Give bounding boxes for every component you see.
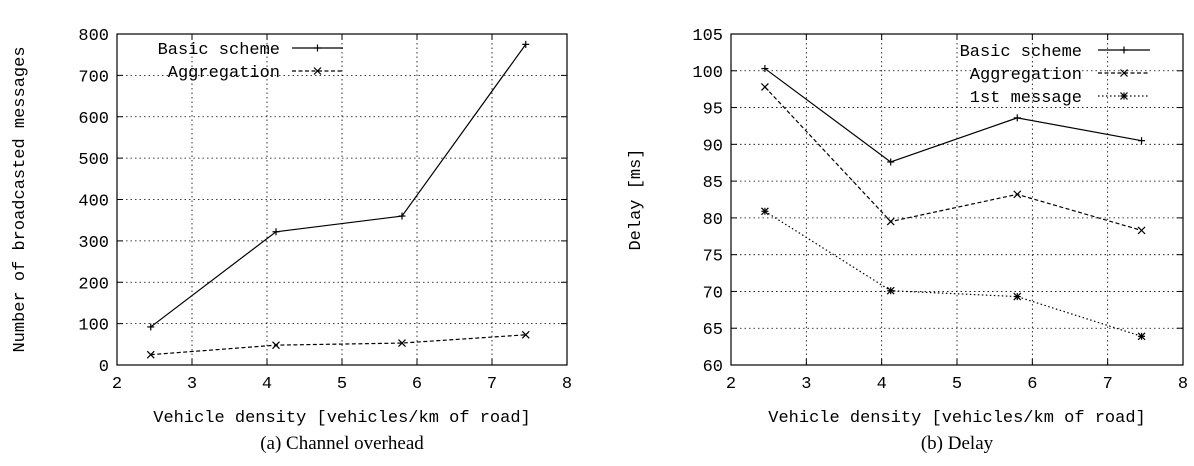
- y-tick-label: 85: [703, 174, 723, 193]
- series-basic-scheme: [761, 65, 1146, 166]
- data-point: [760, 207, 769, 216]
- legend-entry: Aggregation: [168, 64, 343, 83]
- legend-marker: [1120, 92, 1128, 100]
- series-aggregation: [146, 330, 530, 359]
- data-point: [760, 83, 769, 91]
- x-tick-label: 7: [1103, 375, 1113, 394]
- series-line: [150, 43, 527, 328]
- y-tick-label: 90: [703, 137, 723, 156]
- x-axis-label: Vehicle density [vehicles/km of road]: [768, 409, 1145, 428]
- data-point: [272, 228, 280, 236]
- y-tick-label: 500: [78, 151, 109, 170]
- series-line: [764, 210, 1142, 337]
- data-point: [147, 323, 155, 331]
- y-tick-label: 400: [78, 193, 109, 212]
- y-tick-label: 800: [78, 27, 109, 46]
- x-tick-label: 2: [726, 375, 736, 394]
- legend-label: Aggregation: [168, 64, 280, 83]
- legend-entry: Aggregation: [970, 66, 1150, 85]
- x-axis-label: Vehicle density [vehicles/km of road]: [153, 409, 530, 428]
- data-point: [272, 341, 280, 350]
- legend-entry: Basic scheme: [158, 41, 343, 60]
- y-tick-label: 70: [703, 284, 723, 303]
- data-point: [887, 158, 895, 166]
- y-axis-label: Delay [ms]: [627, 148, 646, 250]
- data-point: [398, 212, 406, 220]
- data-point: [886, 217, 895, 226]
- y-tick-label: 75: [703, 248, 723, 267]
- data-point: [1013, 190, 1022, 199]
- chart-channel-overhead: 2 3 4 5 6 7 8 0 100 200 300 400 500 600 700 800 Vehicle …: [11, 27, 572, 454]
- grid: [731, 34, 1183, 365]
- legend-marker: [314, 44, 321, 52]
- y-tick-label: 200: [78, 275, 109, 294]
- y-tick-label: 700: [78, 68, 109, 87]
- data-point: [522, 40, 530, 48]
- legend-marker: [1120, 46, 1128, 54]
- data-point: [398, 339, 406, 347]
- data-point: [886, 286, 895, 295]
- x-tick-label: 3: [187, 375, 197, 394]
- y-tick-label: 65: [703, 321, 723, 340]
- y-tick-label: 600: [78, 110, 109, 129]
- x-tick-label: 8: [1178, 375, 1188, 394]
- data-point: [146, 350, 155, 359]
- series-basic-scheme: [147, 40, 530, 331]
- x-tick-label: 4: [262, 375, 272, 394]
- y-axis-label: Number of broadcasted messages: [11, 46, 30, 352]
- x-tick-label: 5: [952, 375, 962, 394]
- legend-marker: [1120, 69, 1128, 77]
- legend-entry: 1st message: [970, 89, 1150, 108]
- legend-label: Basic scheme: [960, 43, 1082, 62]
- series-line: [764, 68, 1142, 163]
- data-point: [1137, 332, 1146, 341]
- y-tick-label: 105: [692, 27, 723, 46]
- x-tick-label: 7: [487, 375, 497, 394]
- series-1st-message: [760, 207, 1146, 341]
- x-tick-label: 6: [412, 375, 422, 394]
- series-aggregation: [760, 83, 1146, 235]
- series-line: [764, 86, 1142, 231]
- data-point: [1137, 226, 1146, 235]
- legend-entry: Basic scheme: [960, 43, 1150, 62]
- x-tick-label: 3: [801, 375, 811, 394]
- data-point: [1013, 292, 1022, 301]
- y-tick-label: 100: [692, 64, 723, 83]
- chart-delay: 2 3 4 5 6 7 8 60 65 70 75 80 85 90 95 100 105 Vehicle den…: [627, 27, 1188, 454]
- grid: [117, 34, 567, 365]
- y-tick-label: 80: [703, 211, 723, 230]
- x-tick-label: 4: [877, 375, 887, 394]
- series-line: [150, 334, 526, 356]
- y-tick-label: 300: [78, 234, 109, 253]
- x-tick-label: 2: [112, 375, 122, 394]
- legend-label: Aggregation: [970, 66, 1082, 85]
- y-tick-label: 0: [99, 358, 109, 377]
- x-tick-label: 5: [337, 375, 347, 394]
- chart-caption: (b) Delay: [921, 433, 994, 454]
- x-tick-label: 8: [562, 375, 572, 394]
- data-point: [761, 65, 769, 73]
- legend-label: 1st message: [970, 89, 1082, 108]
- data-point: [1138, 137, 1146, 145]
- y-tick-label: 95: [703, 101, 723, 120]
- data-point: [1013, 114, 1021, 122]
- legend-label: Basic scheme: [158, 41, 280, 60]
- x-tick-label: 6: [1027, 375, 1037, 394]
- chart-caption: (a) Channel overhead: [260, 433, 424, 454]
- y-tick-label: 60: [703, 358, 723, 377]
- y-tick-label: 100: [78, 317, 109, 336]
- data-point: [521, 330, 530, 339]
- legend-marker: [313, 67, 322, 75]
